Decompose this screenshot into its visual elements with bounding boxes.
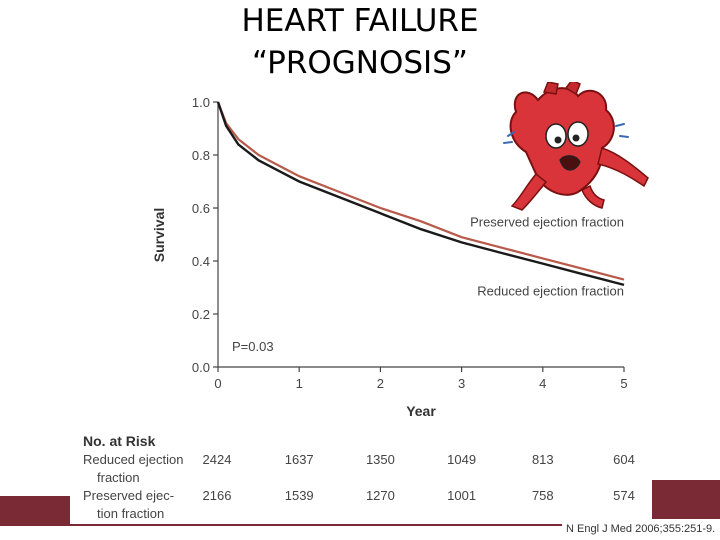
x-tick-label: 3 <box>458 376 465 391</box>
y-tick-label: 0.0 <box>192 360 210 375</box>
x-tick-label: 0 <box>214 376 221 391</box>
heart-mouth <box>559 155 581 171</box>
p-value-annotation: P=0.03 <box>232 339 274 354</box>
y-axis-title: Survival <box>151 208 167 262</box>
heart-vessel-shape <box>542 82 559 95</box>
labels-layer: 0.0 0.2 0.4 0.6 0.8 1.0 0 1 2 3 4 5 Year Survival P=0.… <box>151 95 628 419</box>
heart-arm-shape <box>597 147 649 188</box>
at-risk-value: 1001 <box>447 488 476 503</box>
title-line-2: “PROGNOSIS” <box>252 45 468 81</box>
at-risk-value: 758 <box>532 488 554 503</box>
cartoon-heart-illustration <box>503 82 649 211</box>
series-line-reduced <box>216 101 625 287</box>
slide-title: HEART FAILURE “PROGNOSIS” <box>0 0 720 84</box>
axes <box>213 101 625 372</box>
series-label-preserved: Preserved ejection fraction <box>470 215 624 230</box>
y-tick-label: 0.6 <box>192 201 210 216</box>
heart-vessel-shape <box>564 82 581 96</box>
at-risk-value: 813 <box>532 452 554 467</box>
series-layer <box>216 101 625 287</box>
heart-pupil-right <box>572 134 580 142</box>
x-tick-label: 5 <box>620 376 627 391</box>
at-risk-value: 2424 <box>203 452 232 467</box>
heart-eye-left <box>545 123 567 149</box>
at-risk-row-label: fraction <box>97 470 140 485</box>
at-risk-value: 1270 <box>366 488 395 503</box>
heart-leg-shape <box>581 184 605 209</box>
x-axis-title: Year <box>406 403 436 419</box>
citation: N Engl J Med 2006;355:251-9. <box>562 519 720 540</box>
y-tick-label: 0.8 <box>192 148 210 163</box>
at-risk-value: 574 <box>613 488 635 503</box>
y-tick-label: 1.0 <box>192 95 210 110</box>
at-risk-value: 1637 <box>285 452 314 467</box>
y-tick-label: 0.2 <box>192 307 210 322</box>
at-risk-value: 1049 <box>447 452 476 467</box>
heart-pupil-left <box>554 136 562 144</box>
series-line-preserved <box>216 101 625 281</box>
x-tick-label: 1 <box>296 376 303 391</box>
at-risk-row-label: Reduced ejection <box>83 452 183 467</box>
x-tick-label: 2 <box>377 376 384 391</box>
at-risk-value: 604 <box>613 452 635 467</box>
heart-leg-shape <box>510 172 548 211</box>
title-line-1: HEART FAILURE <box>241 3 479 39</box>
at-risk-table: No. at Risk Reduced ejection fraction 2424 1… <box>83 433 635 521</box>
series-label-reduced: Reduced ejection fraction <box>477 283 624 298</box>
sweat-drops-icon <box>503 123 629 144</box>
x-tick-label: 4 <box>539 376 546 391</box>
at-risk-row-label: Preserved ejec- <box>83 488 174 503</box>
footer-corner-block <box>652 480 720 526</box>
at-risk-header: No. at Risk <box>83 433 156 449</box>
at-risk-row-label: tion fraction <box>97 506 164 521</box>
y-tick-label: 0.4 <box>192 254 210 269</box>
at-risk-value: 2166 <box>203 488 232 503</box>
at-risk-value: 1539 <box>285 488 314 503</box>
heart-eye-right <box>567 121 589 147</box>
at-risk-value: 1350 <box>366 452 395 467</box>
